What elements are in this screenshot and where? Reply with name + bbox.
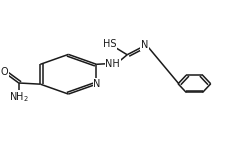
Text: HS: HS xyxy=(103,39,116,49)
Text: NH$_2$: NH$_2$ xyxy=(9,91,29,104)
Text: N: N xyxy=(94,79,101,89)
Text: NH: NH xyxy=(105,59,120,69)
Text: N: N xyxy=(141,40,148,50)
Text: O: O xyxy=(0,67,8,77)
